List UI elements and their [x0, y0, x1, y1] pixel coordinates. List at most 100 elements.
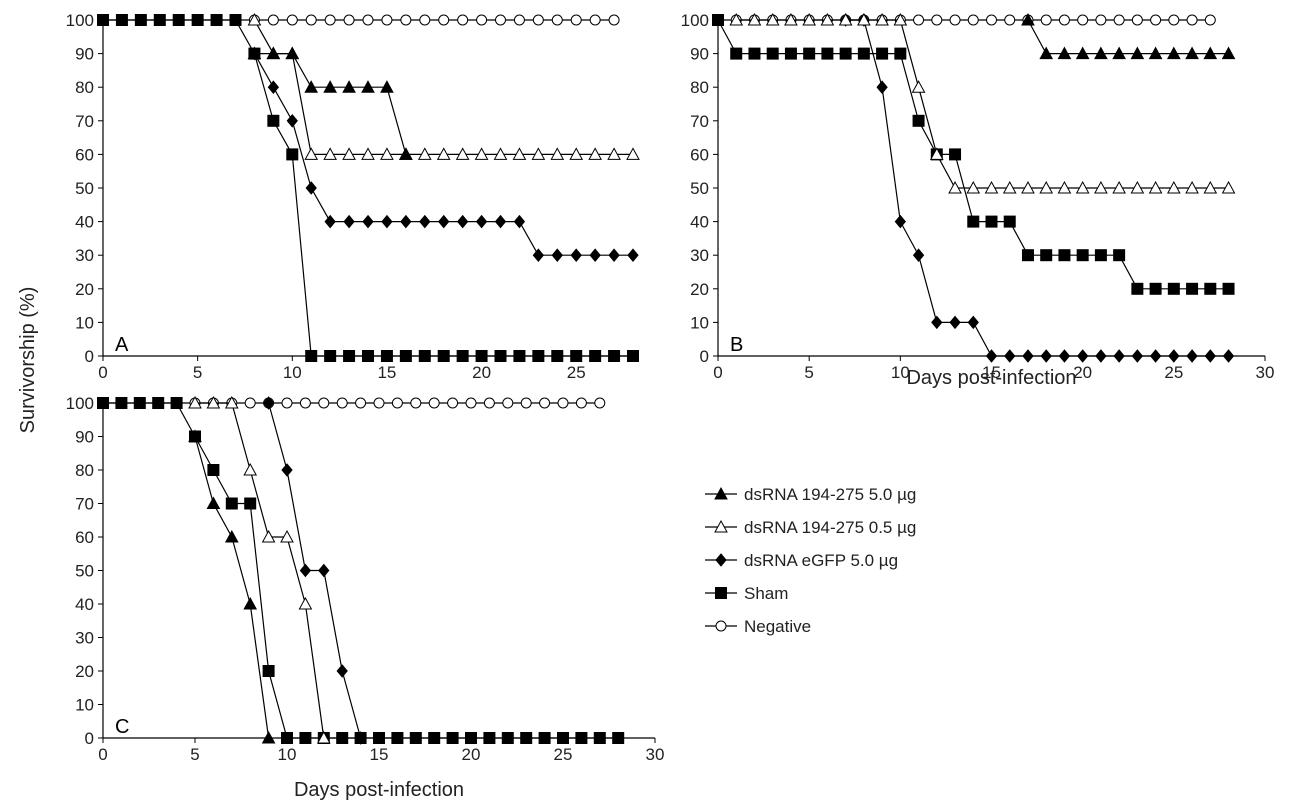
panel-b-y-tick-label: 80: [690, 78, 709, 97]
panel-c-x-tick-label: 10: [278, 745, 297, 764]
data-point: [1057, 46, 1072, 60]
data-point: [170, 397, 183, 409]
data-point: [838, 12, 853, 26]
data-point: [1095, 14, 1107, 26]
data-point: [419, 14, 431, 26]
data-point: [286, 14, 298, 26]
data-point: [538, 732, 551, 744]
data-point: [455, 147, 470, 160]
series-line: [845, 19, 1229, 357]
data-point: [400, 214, 412, 229]
panel-c: 0 10 20 30 40 50 60 70 80 90 100 0 5 10 15 20 25 30 C Days …: [66, 394, 665, 801]
data-point: [206, 395, 221, 409]
panel-a-y-tick-label: 0: [85, 347, 94, 366]
panel-b-y-tick-label: 30: [690, 246, 709, 265]
panel-c-y-tick-label: 80: [75, 461, 94, 480]
data-point: [380, 147, 394, 160]
panel-c-y-tick-label: 70: [75, 495, 94, 514]
data-point: [557, 732, 569, 744]
data-point: [1150, 14, 1162, 26]
data-point: [1203, 180, 1218, 194]
data-point: [1185, 180, 1199, 194]
panel-a-x-tick-label: 15: [377, 363, 396, 382]
panel-b-series-dsrna-egfp-5-0-ug: [839, 13, 1235, 363]
data-point: [318, 397, 330, 409]
data-point: [931, 14, 943, 26]
data-point: [876, 80, 888, 94]
data-point: [324, 14, 336, 26]
data-point: [1148, 46, 1163, 60]
data-point: [1168, 14, 1180, 26]
data-point: [539, 397, 551, 409]
panel-a-x-tick-label: 10: [283, 363, 302, 382]
data-point: [1112, 180, 1126, 194]
data-point: [1039, 180, 1054, 194]
data-point: [948, 180, 962, 194]
panel-b-y-tick-label: 40: [690, 213, 709, 232]
data-point: [820, 12, 835, 26]
data-point: [501, 732, 514, 744]
data-point: [594, 397, 606, 409]
data-point: [1149, 349, 1162, 363]
data-point: [336, 664, 348, 678]
data-point: [373, 732, 385, 744]
data-point: [1113, 14, 1125, 26]
data-point: [557, 397, 569, 409]
series-line: [268, 402, 362, 739]
data-point: [380, 80, 394, 93]
data-point: [399, 350, 412, 362]
panel-a-series-sham: [97, 14, 639, 362]
data-point: [188, 395, 202, 409]
data-point: [342, 80, 356, 93]
data-point: [1075, 180, 1090, 194]
data-point: [244, 497, 257, 510]
data-point: [803, 47, 816, 60]
panel-b-y-tick-label: 60: [690, 145, 709, 164]
data-point: [1204, 14, 1216, 26]
panel-c-series-dsrna-egfp-5-0-ug: [262, 396, 367, 745]
data-point: [1004, 349, 1016, 363]
data-point: [323, 80, 337, 93]
panel-a-y-tick-label: 100: [66, 11, 94, 30]
data-point: [1131, 282, 1144, 295]
data-point: [399, 147, 413, 160]
data-point: [410, 397, 422, 409]
data-point: [1040, 349, 1052, 363]
data-point: [323, 147, 337, 160]
panel-b-label: B: [730, 334, 743, 356]
panel-a: 0 10 20 30 40 50 60 70 80 90 100 0 5 10 15 20 25 A: [66, 11, 640, 382]
panel-a-series-dsrna-egfp-5-0-ug: [248, 46, 639, 262]
legend-label: Negative: [744, 617, 811, 636]
data-point: [876, 47, 889, 60]
panel-a-y-tick-label: 10: [75, 313, 94, 332]
data-point: [428, 732, 441, 744]
legend-label: Sham: [744, 584, 788, 603]
data-point: [608, 248, 620, 262]
data-point: [1004, 14, 1016, 26]
data-point: [912, 114, 925, 127]
data-point: [475, 214, 488, 229]
data-point: [784, 47, 797, 60]
data-point: [438, 214, 450, 229]
data-point: [400, 14, 412, 26]
data-point: [493, 147, 508, 160]
panel-c-series-dsrna-194-275-0-5-ug: [188, 395, 331, 744]
data-point: [494, 350, 507, 362]
data-point: [419, 214, 431, 229]
data-point: [1131, 349, 1144, 363]
data-point: [949, 14, 961, 26]
data-point: [589, 14, 601, 26]
data-point: [1039, 46, 1054, 60]
data-point: [475, 350, 488, 362]
data-point: [153, 14, 166, 26]
panel-b-series-sham: [712, 14, 1235, 295]
data-point: [281, 397, 293, 409]
data-point: [281, 463, 293, 477]
panel-a-x-tick-label: 25: [567, 363, 586, 382]
data-point: [1221, 46, 1236, 60]
data-point: [551, 350, 564, 362]
data-point: [229, 14, 242, 26]
data-point: [1077, 349, 1089, 363]
data-point: [875, 12, 889, 26]
